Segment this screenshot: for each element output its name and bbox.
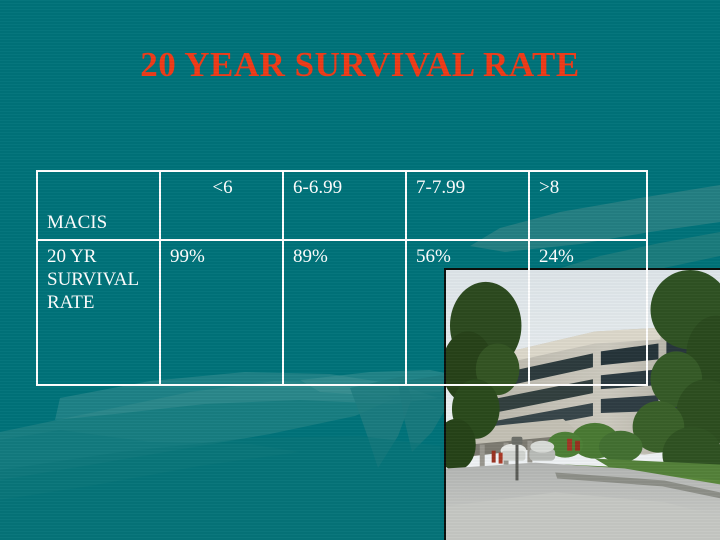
table-header-row-label: MACIS: [36, 170, 161, 241]
column-header-lt6: <6: [212, 177, 233, 198]
column-header-7-7-99: 7-7.99: [416, 177, 466, 198]
survival-rate-6-6-99: 89%: [293, 246, 328, 267]
table-row: 20 YR SURVIVAL RATE 99% 89% 56% 24%: [36, 239, 648, 386]
table-cell-value-0: 99%: [159, 239, 284, 386]
survival-rate-row-label: 20 YR SURVIVAL RATE: [47, 246, 139, 314]
macis-survival-rate-table: MACIS <6 6-6.99 7-7.99 >8 20 YR SURVIVAL…: [36, 170, 648, 386]
table-column-header-3: >8: [528, 170, 648, 241]
table-row-label: 20 YR SURVIVAL RATE: [36, 239, 161, 386]
table-column-header-2: 7-7.99: [405, 170, 530, 241]
table-column-header-1: 6-6.99: [282, 170, 407, 241]
column-header-6-6-99: 6-6.99: [293, 177, 343, 198]
survival-rate-lt6: 99%: [170, 246, 205, 267]
table-cell-value-2: 56%: [405, 239, 530, 386]
table-header-row: MACIS <6 6-6.99 7-7.99 >8: [36, 170, 648, 241]
table-cell-value-1: 89%: [282, 239, 407, 386]
table-cell-value-3: 24%: [528, 239, 648, 386]
column-header-gt8: >8: [539, 177, 560, 198]
survival-rate-7-7-99: 56%: [416, 246, 451, 267]
page-title: 20 YEAR SURVIVAL RATE: [140, 45, 580, 84]
macis-label: MACIS: [47, 211, 108, 233]
table-column-header-0: <6: [159, 170, 284, 241]
survival-rate-gt8: 24%: [539, 246, 574, 267]
